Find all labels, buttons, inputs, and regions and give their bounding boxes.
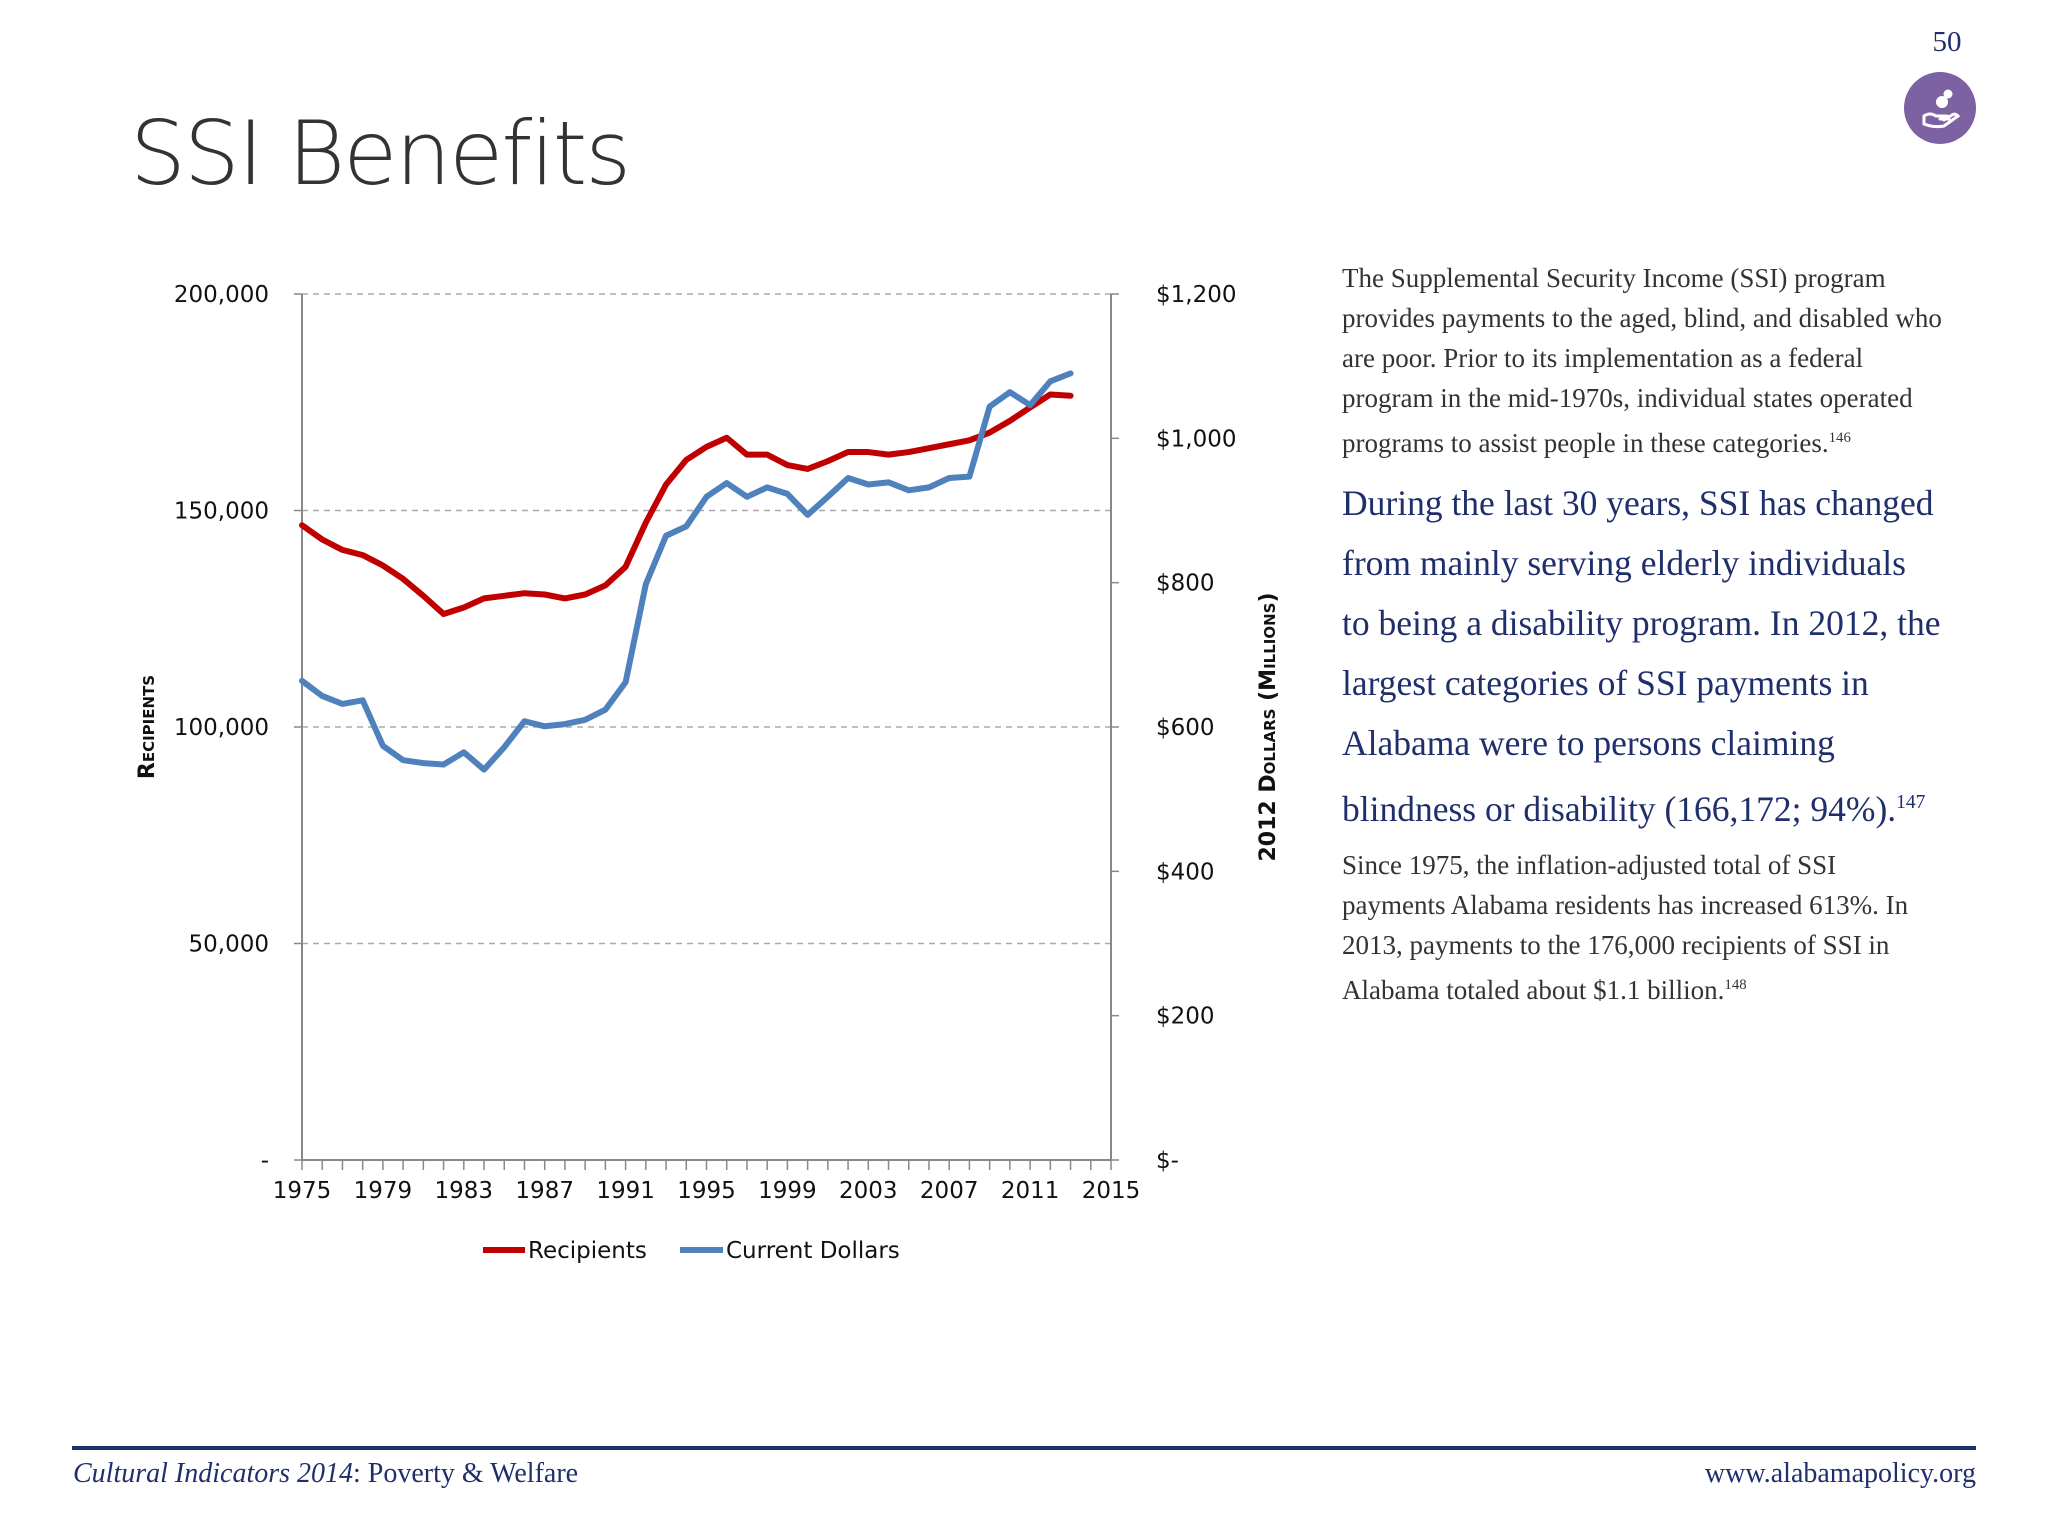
x-tick-label: 2003 (839, 1178, 898, 1204)
summary-text: Since 1975, the inflation-adjusted total… (1342, 849, 1909, 1005)
x-tick-label: 2015 (1082, 1178, 1141, 1204)
x-tick-label: 1979 (354, 1178, 413, 1204)
x-tick-label: 2007 (920, 1178, 979, 1204)
publication-subtitle: : Poverty & Welfare (353, 1458, 579, 1489)
body-text: The Supplemental Security Income (SSI) p… (1342, 258, 1942, 1020)
footnote-ref: 147 (1896, 792, 1926, 813)
footer-divider (72, 1446, 1976, 1450)
y-right-tick-label: $1,000 (1156, 426, 1236, 452)
y-left-tick-label: - (261, 1148, 269, 1174)
intro-text: The Supplemental Security Income (SSI) p… (1342, 263, 1942, 458)
y-left-tick-label: 50,000 (189, 932, 269, 958)
intro-paragraph: The Supplemental Security Income (SSI) p… (1342, 258, 1942, 463)
y-left-tick-label: 100,000 (174, 715, 269, 741)
highlight-text: During the last 30 years, SSI has change… (1342, 483, 1941, 829)
x-tick-label: 1987 (515, 1178, 574, 1204)
x-tick-label: 1975 (273, 1178, 332, 1204)
footer-publication: Cultural Indicators 2014: Poverty & Welf… (73, 1458, 578, 1490)
publication-title: Cultural Indicators 2014 (73, 1458, 354, 1489)
y-left-tick-label: 200,000 (174, 282, 269, 308)
page-title: SSI Benefits (130, 102, 631, 205)
y-right-tick-label: $400 (1156, 859, 1215, 885)
x-tick-label: 1999 (758, 1178, 817, 1204)
y-right-axis-title: 2012 Dollars (Millions) (1256, 592, 1281, 861)
y-right-tick-label: $600 (1156, 715, 1215, 741)
ssi-line-chart: - 50,000 100,000 150,000 200,000 $- $200 $400 $6… (135, 282, 1281, 1264)
y-right-tick-label: $- (1156, 1148, 1179, 1174)
hand-with-coins-icon (1904, 72, 1976, 144)
legend-label: Recipients (528, 1238, 647, 1264)
x-tick-label: 1983 (435, 1178, 494, 1204)
series-line-current-dollars (299, 370, 1074, 773)
x-tick-label: 1991 (596, 1178, 655, 1204)
footnote-ref: 146 (1828, 430, 1851, 446)
y-left-tick-label: 150,000 (174, 499, 269, 525)
y-right-tick-label: $800 (1156, 571, 1215, 597)
y-right-tick-label: $1,200 (1156, 282, 1236, 308)
x-tick-label: 2011 (1001, 1178, 1060, 1204)
page-number: 50 (1932, 26, 1962, 58)
footnote-ref: 148 (1724, 976, 1747, 993)
highlight-paragraph: During the last 30 years, SSI has change… (1342, 473, 1942, 839)
y-right-tick-label: $200 (1156, 1004, 1215, 1030)
series-line-recipients (299, 391, 1074, 617)
footer-url[interactable]: www.alabamapolicy.org (1704, 1458, 1976, 1489)
legend-label: Current Dollars (726, 1238, 900, 1264)
x-tick-label: 1995 (677, 1178, 736, 1204)
summary-paragraph: Since 1975, the inflation-adjusted total… (1342, 845, 1942, 1010)
y-left-axis-title: Recipients (135, 675, 160, 779)
